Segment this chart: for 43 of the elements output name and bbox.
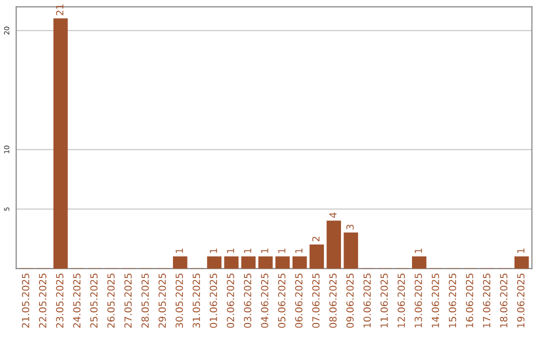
x-tick-label: 10.06.2025 <box>363 274 371 328</box>
x-tick-label: 08.06.2025 <box>329 274 337 328</box>
x-tick-label: 03.06.2025 <box>244 274 252 328</box>
x-tick-label: 30.05.2025 <box>176 274 183 328</box>
x-tick-label: 23.05.2025 <box>56 274 64 328</box>
x-tick-label: 14.06.2025 <box>432 274 440 328</box>
data-label: 1 <box>210 248 217 253</box>
data-label: 1 <box>261 248 268 253</box>
data-label: 1 <box>414 248 422 253</box>
x-tick-label: 12.06.2025 <box>398 274 405 328</box>
x-tick-label: 06.06.2025 <box>295 274 302 328</box>
data-label: 3 <box>346 224 354 230</box>
x-tick-label: 25.05.2025 <box>90 274 98 328</box>
x-tick-label: 01.06.2025 <box>210 274 218 328</box>
x-tick-label: 04.06.2025 <box>260 274 268 328</box>
data-label: 4 <box>329 212 336 218</box>
x-tick-label: 28.05.2025 <box>141 274 149 328</box>
x-tick-label: 05.06.2025 <box>278 274 286 328</box>
x-tick-label: 09.06.2025 <box>346 274 354 328</box>
x-tick-label: 26.05.2025 <box>107 274 115 328</box>
data-label: 21 <box>56 4 64 16</box>
x-tick-label: 29.05.2025 <box>158 274 166 328</box>
x-tick-label: 02.06.2025 <box>226 274 234 328</box>
x-tick-label: 19.06.2025 <box>517 274 524 328</box>
data-label: 1 <box>244 248 252 253</box>
x-tick-label: 18.06.2025 <box>500 274 508 328</box>
x-tick-label: 31.05.2025 <box>192 274 200 328</box>
x-tick-label: 13.06.2025 <box>414 274 422 328</box>
x-tick-label: 21.05.2025 <box>22 274 30 328</box>
x-tick-label: 24.05.2025 <box>73 274 80 328</box>
x-tick-label: 22.05.2025 <box>38 274 46 328</box>
data-label: 1 <box>176 248 183 253</box>
x-tick-label: 27.05.2025 <box>124 274 132 328</box>
x-tick-label: 15.06.2025 <box>448 274 456 328</box>
x-tick-label: 07.06.2025 <box>312 274 320 328</box>
data-label: 1 <box>226 248 234 253</box>
data-label: 1 <box>278 248 286 253</box>
data-label: 1 <box>295 248 302 253</box>
x-tick-label: 17.06.2025 <box>482 274 490 328</box>
data-label: 2 <box>312 236 320 242</box>
data-label: 1 <box>517 248 524 253</box>
x-tick-label: 11.06.2025 <box>380 274 388 328</box>
x-tick-label: 16.06.2025 <box>466 274 474 328</box>
